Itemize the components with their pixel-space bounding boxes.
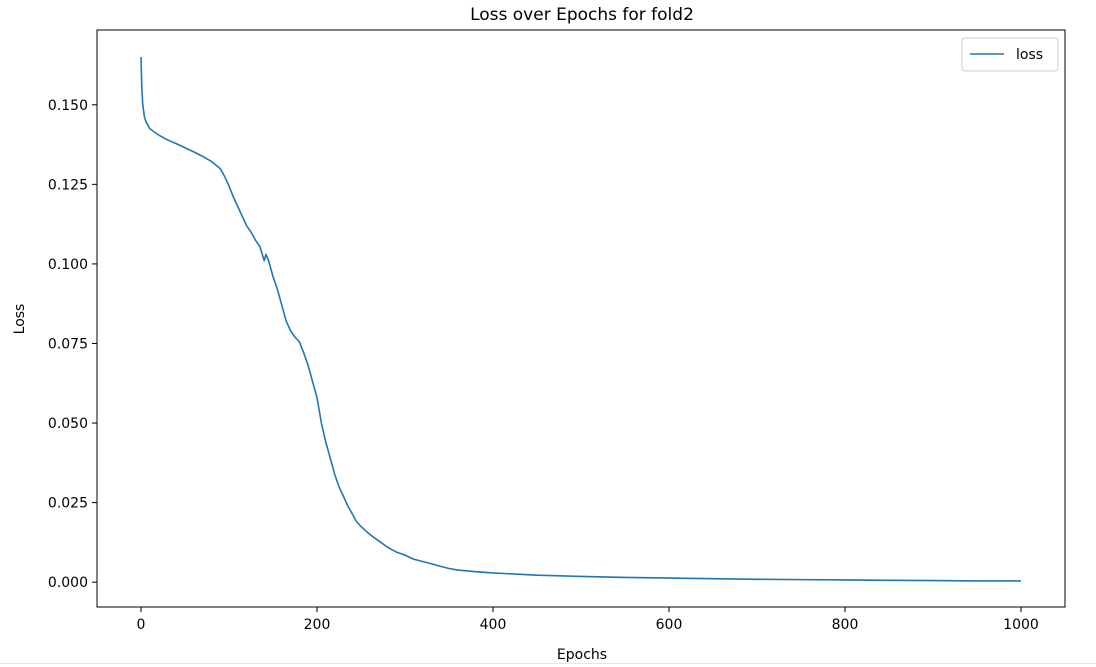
x-tick-label: 600 bbox=[656, 617, 683, 633]
y-tick-label: 0.050 bbox=[48, 416, 88, 432]
y-tick-label: 0.075 bbox=[48, 336, 88, 352]
y-tick-label: 0.000 bbox=[48, 575, 88, 591]
legend-label: loss bbox=[1016, 47, 1043, 63]
y-tick-label: 0.100 bbox=[48, 257, 88, 273]
plot-area-frame bbox=[96, 29, 1066, 608]
x-axis-ticks: 0 200 400 600 800 1000 bbox=[137, 607, 1039, 633]
x-tick-label: 400 bbox=[480, 617, 507, 633]
legend: loss bbox=[961, 37, 1059, 72]
y-axis-ticks: 0.000 0.025 0.050 0.075 0.100 0.125 0.150 bbox=[48, 98, 97, 591]
y-tick-label: 0.125 bbox=[48, 177, 88, 193]
x-tick-label: 0 bbox=[137, 617, 146, 633]
x-tick-label: 200 bbox=[304, 617, 331, 633]
x-tick-label: 1000 bbox=[1003, 617, 1039, 633]
bottom-divider bbox=[0, 663, 1096, 664]
y-axis-label: Loss bbox=[12, 304, 28, 335]
x-axis-label: Epochs bbox=[557, 647, 607, 663]
chart-title: Loss over Epochs for fold2 bbox=[470, 5, 694, 25]
loss-series-line bbox=[140, 57, 1021, 582]
y-tick-label: 0.025 bbox=[48, 496, 88, 512]
x-tick-label: 800 bbox=[832, 617, 859, 633]
y-tick-label: 0.150 bbox=[48, 98, 88, 114]
legend-box bbox=[961, 37, 1059, 72]
